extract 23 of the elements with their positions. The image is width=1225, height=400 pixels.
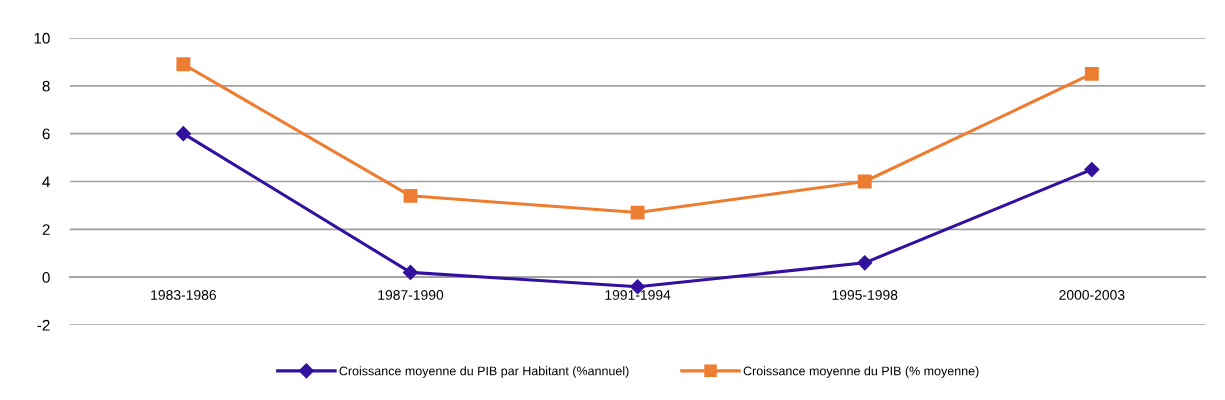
y-tick-label: 2 [42,224,50,235]
point [857,174,872,189]
x-tick-label: 1983-1986 [151,290,216,300]
x-tick-label: 2000-2003 [1059,290,1125,300]
legend-label: Croissance moyenne du PIB par Habitant (%annuel) [339,366,629,378]
y-tick-label: 8 [42,80,50,92]
x-tick-label: 1995-1998 [832,290,898,300]
y-tick-label: 6 [42,128,50,140]
point [1084,161,1100,178]
point [403,188,418,203]
x-tick-label: 1987-1990 [378,290,444,300]
y-tick-label: 4 [42,176,50,188]
point [175,126,191,142]
point [402,264,419,280]
point [176,57,191,72]
legend-label: Croissance moyenne du PIB (% moyenne) [743,366,979,378]
y-tick-label: 10 [34,32,50,44]
x-tick-label: 1991-1994 [605,290,671,300]
point [857,255,873,271]
y-tick-label: 0 [42,272,50,283]
point [630,205,645,220]
y-tick-label: -2 [37,319,50,331]
point [1084,66,1099,81]
